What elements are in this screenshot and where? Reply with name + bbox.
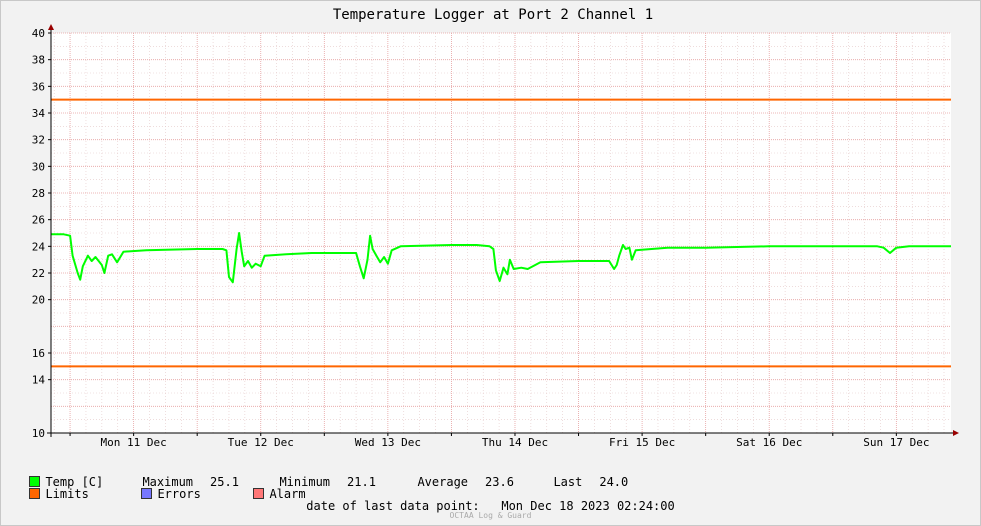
legend-limits-label: Limits [45, 487, 89, 501]
legend-alarm: Alarm [239, 476, 306, 500]
chart-title: Temperature Logger at Port 2 Channel 1 [333, 7, 653, 23]
legend-errors-label: Errors [157, 487, 201, 501]
y-tick-label: 34 [32, 107, 46, 120]
y-axis-arrow [48, 24, 54, 30]
last-data-point-label: date of last data point: [306, 499, 480, 513]
x-tick-label: Tue 12 Dec [228, 436, 294, 449]
legend-temp-label: Temp [C] [45, 475, 104, 489]
last-data-point: date of last data point: Mon Dec 18 2023… [0, 499, 981, 513]
y-tick-label: 30 [32, 160, 45, 173]
watermark: OCTAA Log & Guard [449, 511, 532, 520]
stat-average: Average 23.6 [403, 464, 514, 489]
x-tick-label: Sat 16 Dec [736, 436, 802, 449]
stat-last-value: 24.0 [599, 475, 629, 489]
x-tick-label: Mon 11 Dec [101, 436, 167, 449]
y-tick-label: 26 [32, 214, 45, 227]
stat-minimum-label: Minimum [279, 475, 331, 489]
stat-maximum-label: Maximum [142, 475, 194, 489]
legend-temp-swatch [29, 476, 41, 487]
y-tick-label: 20 [32, 294, 45, 307]
legend-temp: Temp [C] [15, 464, 103, 488]
y-tick-label: 24 [32, 240, 46, 253]
stat-last-label: Last [553, 475, 583, 489]
legend-errors: Errors [127, 476, 201, 500]
y-tick-label: 36 [32, 80, 45, 93]
stat-minimum: Minimum 21.1 [265, 464, 376, 489]
stat-maximum-value: 25.1 [210, 475, 239, 489]
x-tick-label: Sun 17 Dec [863, 436, 929, 449]
y-tick-label: 38 [32, 54, 45, 67]
y-tick-label: 32 [32, 134, 45, 147]
last-data-point-value: Mon Dec 18 2023 02:24:00 [501, 499, 675, 513]
stat-minimum-value: 21.1 [347, 475, 376, 489]
y-tick-label: 10 [32, 427, 45, 440]
legend-limits: Limits [15, 476, 89, 500]
legend-errors-swatch [141, 488, 153, 499]
x-tick-label: Thu 14 Dec [482, 436, 548, 449]
y-tick-label: 22 [32, 267, 45, 280]
stat-average-label: Average [417, 475, 469, 489]
y-tick-label: 28 [32, 187, 45, 200]
legend-alarm-swatch [253, 488, 265, 499]
x-tick-label: Fri 15 Dec [609, 436, 675, 449]
legend-limits-swatch [29, 488, 41, 499]
series-line-temp [51, 232, 951, 284]
stat-average-value: 23.6 [485, 475, 514, 489]
legend-alarm-label: Alarm [269, 487, 306, 501]
stat-maximum: Maximum 25.1 [128, 464, 239, 489]
x-tick-label: Wed 13 Dec [355, 436, 421, 449]
y-tick-label: 16 [32, 347, 45, 360]
y-tick-label: 14 [32, 374, 46, 387]
x-axis-arrow [953, 430, 959, 436]
y-tick-label: 40 [32, 27, 45, 40]
stat-last: Last 24.0 [539, 464, 628, 488]
